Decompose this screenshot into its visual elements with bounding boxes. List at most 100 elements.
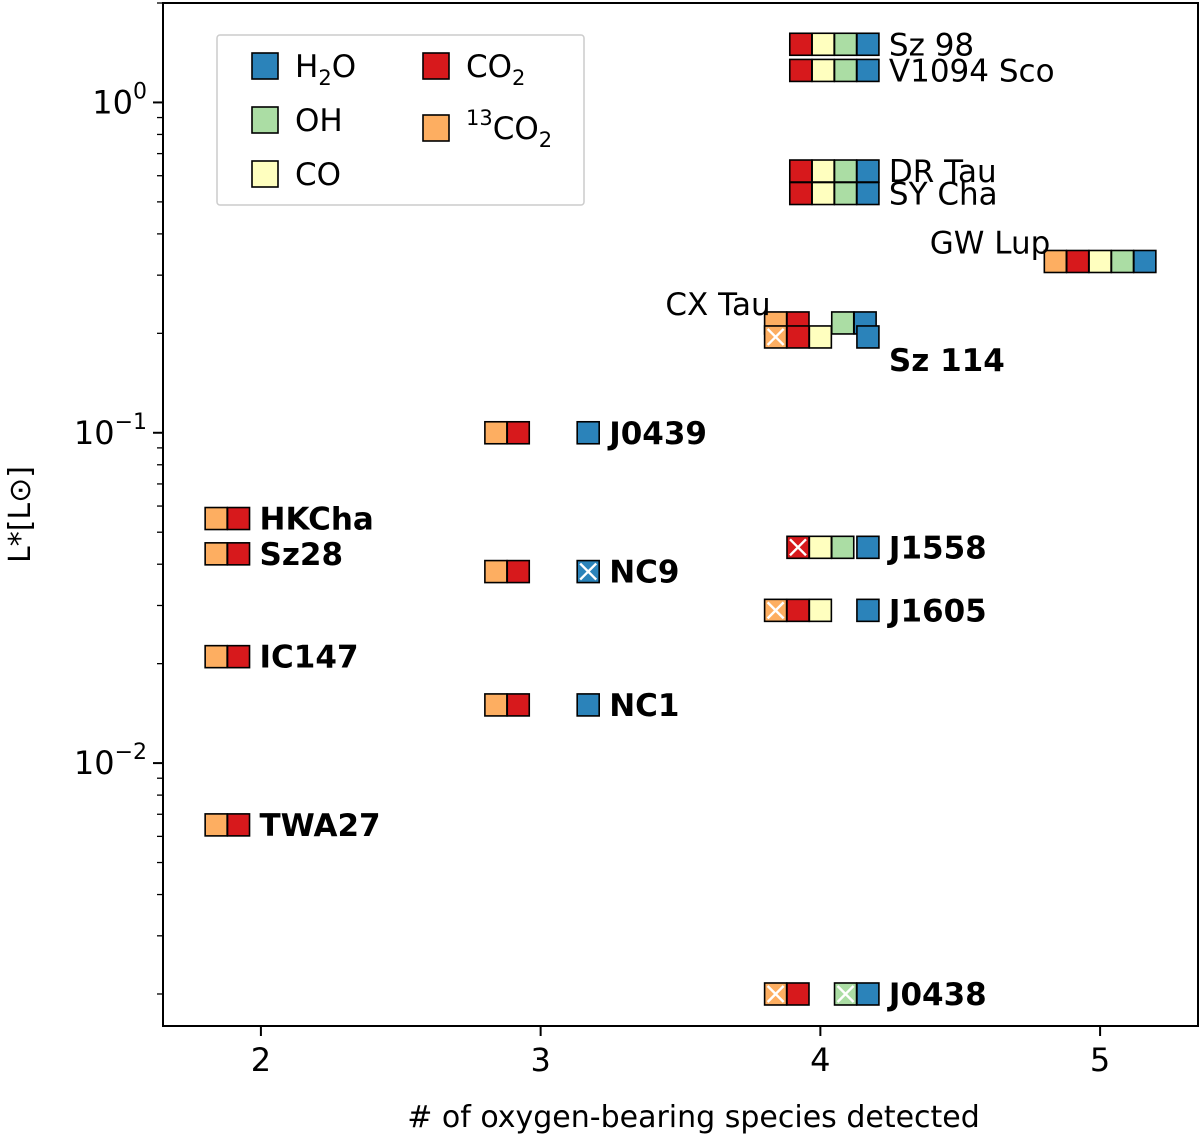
species-square-oh — [833, 159, 858, 183]
star-label: J1558 — [887, 530, 987, 566]
star-label: DR Tau — [889, 154, 997, 190]
star-label: SY Cha — [889, 177, 998, 213]
x-tick-label: 4 — [810, 1041, 830, 1079]
species-square-co — [811, 58, 835, 83]
legend-label: CO — [295, 157, 341, 193]
y-tick-label: 10−2 — [74, 740, 147, 782]
star-label: J0438 — [887, 977, 987, 1013]
legend-entry-13co2: 13CO2 — [422, 106, 552, 152]
legend-entry-co2: CO2 — [422, 49, 525, 90]
species-square-co2 — [506, 559, 531, 584]
non-detection-cross — [836, 985, 855, 1003]
x-tick-label: 3 — [530, 1041, 550, 1079]
star-group-j0438: J0438 — [763, 977, 987, 1013]
species-square-13co2 — [204, 813, 228, 837]
species-square-13co2 — [204, 542, 228, 566]
star-group-j0439: J0439 — [484, 416, 707, 452]
non-detection-cross — [579, 562, 598, 581]
star-group-ic147: IC147 — [204, 640, 359, 676]
species-square-co — [811, 159, 835, 183]
species-square-co2 — [786, 325, 810, 349]
y-tick-label: 10−1 — [74, 410, 147, 452]
species-square-h2o — [856, 159, 880, 183]
star-group-j1605: J1605 — [763, 593, 987, 629]
x-tick-label: 5 — [1090, 1041, 1110, 1079]
species-square-oh — [833, 181, 858, 206]
species-square-13co2 — [204, 644, 228, 669]
star-group-nc1: NC1 — [484, 688, 679, 724]
species-square-co2 — [786, 982, 810, 1006]
species-square-h2o — [576, 693, 600, 717]
star-group-hkcha: HKCha — [204, 502, 374, 538]
star-group-gw-lup: GW Lup — [930, 225, 1157, 274]
species-square-oh — [830, 311, 855, 335]
legend-label: H2O — [295, 49, 356, 90]
legend-label: CO2 — [466, 49, 525, 90]
species-square-h2o — [856, 325, 880, 349]
species-square-co2 — [788, 32, 813, 57]
y-axis-label: L*[L⊙] — [3, 466, 38, 563]
species-square-oh — [1110, 249, 1135, 274]
star-label: HKCha — [260, 502, 374, 538]
non-detection-cross — [789, 538, 807, 557]
star-label: Sz 114 — [889, 343, 1005, 379]
legend-entry-oh: OH — [251, 103, 343, 139]
species-square-co2 — [1065, 249, 1090, 274]
species-square-co — [808, 535, 833, 560]
legend: H2O OH CO CO2 13CO2 — [216, 34, 585, 206]
species-square-13co2 — [204, 506, 228, 531]
star-group-j1558: J1558 — [786, 530, 987, 566]
star-group-sz-98: Sz 98 — [788, 27, 974, 63]
species-square-h2o — [856, 598, 880, 623]
species-square-co — [808, 325, 833, 349]
species-square-co — [811, 181, 835, 206]
non-detection-cross — [766, 328, 785, 346]
legend-entry-co: CO — [251, 157, 341, 193]
species-square-co2 — [786, 598, 810, 623]
non-detection-cross — [766, 601, 785, 620]
star-label: Sz 98 — [889, 27, 974, 63]
species-square-co2 — [226, 813, 251, 837]
star-label: NC9 — [609, 555, 679, 591]
species-square-co2 — [788, 181, 813, 206]
legend-swatch-13co2 — [422, 114, 450, 142]
star-label: Sz28 — [260, 537, 344, 573]
legend-label: OH — [295, 103, 343, 139]
legend-label: 13CO2 — [466, 106, 552, 152]
species-square-co — [811, 32, 835, 57]
species-square-h2o — [576, 420, 600, 445]
star-group-twa27: TWA27 — [204, 808, 381, 844]
legend-swatch-h2o — [251, 52, 279, 80]
species-square-13co2 — [484, 559, 508, 584]
species-square-co2 — [226, 506, 251, 531]
legend-swatch-oh — [251, 106, 279, 134]
star-group-cx-tau: CX Tau — [665, 287, 877, 335]
star-label: IC147 — [260, 640, 359, 676]
star-group-sy-cha: SY Cha — [788, 177, 998, 213]
star-label: J1605 — [887, 593, 987, 629]
species-square-h2o — [856, 181, 880, 206]
species-square-co — [808, 598, 833, 623]
species-square-oh — [833, 32, 858, 57]
y-tick-label: 100 — [92, 79, 147, 121]
species-square-13co2 — [484, 420, 508, 445]
star-label: CX Tau — [665, 287, 770, 323]
plot-frame — [162, 2, 1199, 1027]
species-square-oh — [830, 535, 855, 560]
species-square-13co2 — [484, 693, 508, 717]
x-tick-label: 2 — [251, 1041, 271, 1079]
legend-swatch-co — [251, 160, 279, 188]
species-square-co2 — [506, 420, 531, 445]
axes: 2 3 4 5 10−2 10−1 100 # of oxygen-bearing speci… — [3, 2, 1199, 1135]
star-label: TWA27 — [260, 808, 381, 844]
species-square-oh — [833, 58, 858, 83]
legend-box — [216, 34, 585, 206]
species-square-co2 — [226, 542, 251, 566]
star-label: NC1 — [609, 688, 679, 724]
species-square-h2o — [856, 32, 880, 57]
species-square-h2o — [856, 982, 880, 1006]
star-label: GW Lup — [930, 225, 1051, 261]
star-group-sz-114: Sz 114 — [763, 325, 1005, 379]
species-square-h2o — [856, 535, 880, 560]
